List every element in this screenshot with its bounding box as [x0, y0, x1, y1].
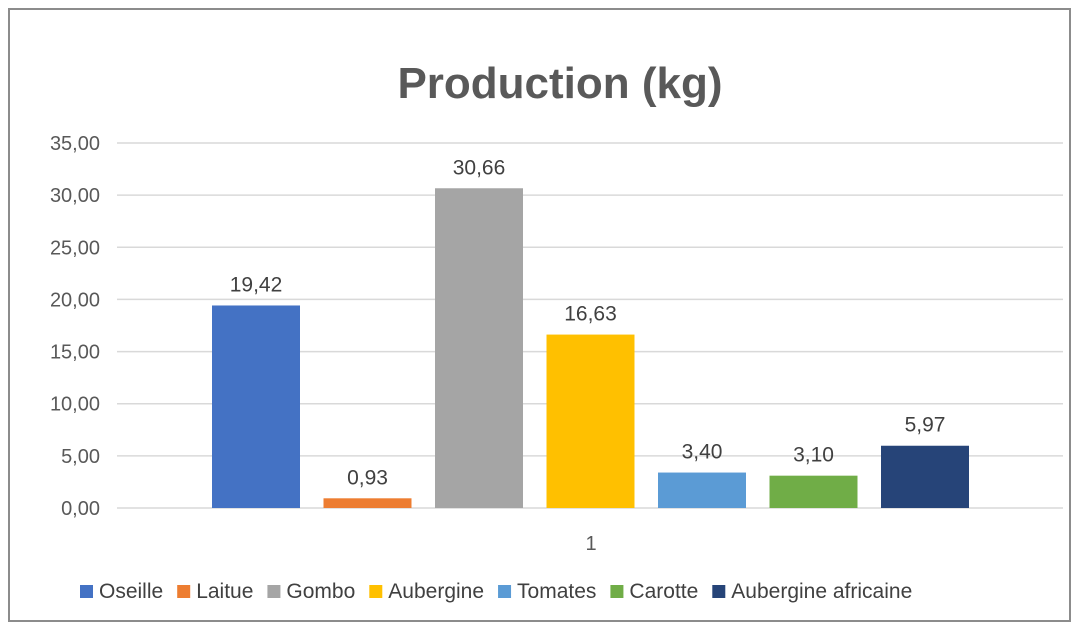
bar-aubergine-africaine: [881, 445, 969, 508]
y-tick-label: 35,00: [50, 133, 100, 155]
y-tick-label: 5,00: [61, 446, 100, 468]
legend-label: Carotte: [629, 580, 698, 603]
data-label: 3,10: [793, 444, 834, 467]
y-tick-label: 25,00: [50, 237, 100, 259]
data-label: 19,42: [230, 273, 283, 296]
y-tick-label: 0,00: [61, 498, 100, 520]
legend-label: Gombo: [286, 580, 355, 603]
y-tick-label: 20,00: [50, 289, 100, 311]
legend-swatch: [177, 585, 191, 598]
legend-swatch: [267, 585, 281, 598]
data-label: 3,40: [682, 441, 723, 464]
legend-swatch: [369, 585, 383, 598]
legend-swatch: [498, 585, 512, 598]
legend-swatch: [712, 585, 726, 598]
bar-tomates: [658, 472, 746, 508]
y-tick-label: 30,00: [50, 185, 100, 207]
legend: Oseille Laitue Gombo Aubergine Tomates Carott…: [80, 580, 912, 603]
bar-laitue: [323, 498, 412, 508]
x-tick-label: 1: [585, 533, 596, 555]
bar-oseille: [212, 305, 300, 508]
bars: [212, 188, 969, 508]
y-axis-ticks: 0,00 5,00 10,00 15,00 20,00 25,00 30,00 35,00: [50, 133, 100, 520]
chart-title: Production (kg): [397, 59, 722, 108]
data-label: 30,66: [453, 156, 506, 179]
legend-swatch: [610, 585, 624, 598]
legend-item: Aubergine: [369, 580, 484, 603]
data-label: 16,63: [564, 303, 617, 326]
bar-gombo: [435, 188, 523, 508]
y-tick-label: 10,00: [50, 394, 100, 416]
data-label: 0,93: [347, 466, 388, 489]
y-tick-label: 15,00: [50, 342, 100, 364]
legend-label: Tomates: [517, 580, 596, 603]
bar-aubergine: [546, 334, 635, 508]
legend-item: Laitue: [177, 580, 253, 603]
legend-item: Aubergine africaine: [712, 580, 912, 603]
legend-label: Aubergine africaine: [731, 580, 912, 603]
legend-item: Tomates: [498, 580, 596, 603]
data-label: 5,97: [905, 414, 946, 437]
data-labels: 19,42 0,93 30,66 16,63 3,40 3,10 5,97: [230, 156, 946, 489]
legend-label: Laitue: [196, 580, 253, 603]
bar-carotte: [769, 475, 858, 508]
legend-item: Carotte: [610, 580, 698, 603]
x-axis-ticks: 1: [585, 533, 596, 555]
legend-item: Oseille: [80, 580, 163, 603]
legend-swatch: [80, 585, 93, 598]
legend-label: Aubergine: [388, 580, 484, 603]
legend-label: Oseille: [99, 580, 163, 603]
chart-frame: Production (kg) 0,00 5,00 10,00 15,00 20,00 2…: [8, 8, 1071, 622]
chart-svg: Production (kg) 0,00 5,00 10,00 15,00 20,00 2…: [50, 59, 1063, 603]
legend-item: Gombo: [267, 580, 355, 603]
